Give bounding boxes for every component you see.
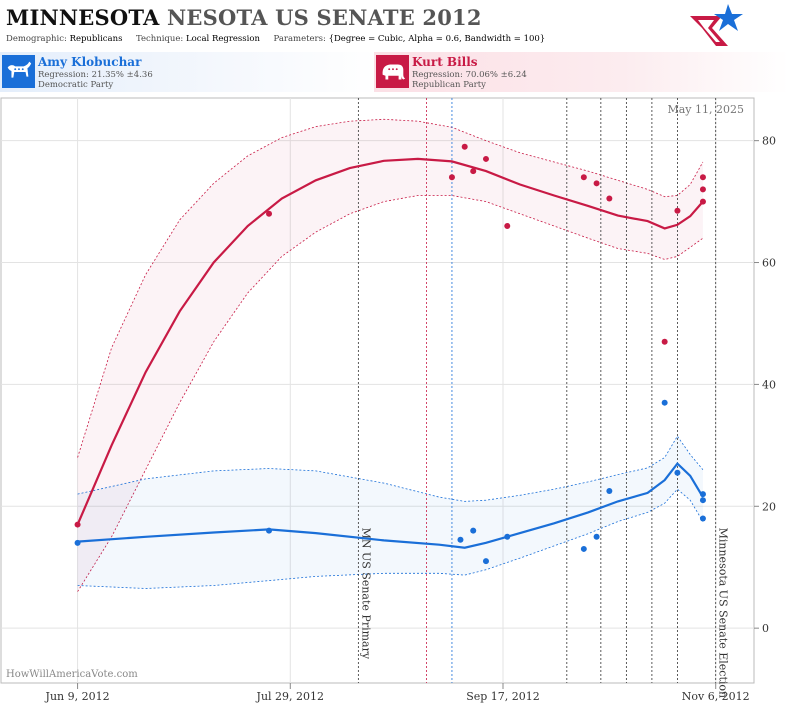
band-upper-line xyxy=(77,435,704,502)
parameters-label: Parameters: xyxy=(273,34,326,44)
poll-point xyxy=(674,207,681,214)
watermark: HowWillAmericaVote.com xyxy=(6,669,138,680)
site-logo[interactable] xyxy=(688,2,750,50)
elephant-icon xyxy=(376,55,409,88)
title-state: MINNESOTA xyxy=(6,5,160,30)
date-label: May 11, 2025 xyxy=(667,103,744,116)
y-tick-label: 80 xyxy=(762,135,776,148)
technique-label: Technique: xyxy=(135,34,184,44)
x-tick-label: Sep 17, 2012 xyxy=(466,690,540,703)
y-tick-label: 20 xyxy=(762,500,776,513)
poll-point xyxy=(699,491,706,498)
candidate-party: Republican Party xyxy=(412,80,486,90)
page-title: MINNESOTA NESOTA US SENATE 2012 xyxy=(6,5,482,30)
poll-point xyxy=(606,195,613,202)
poll-point xyxy=(661,338,668,345)
poll-point xyxy=(661,399,668,406)
donkey-icon xyxy=(2,55,35,88)
plot-frame xyxy=(0,97,755,684)
event-label: MN US Senate Primary xyxy=(359,528,372,660)
candidate-regression: Regression: 70.06% ±6.24 xyxy=(412,70,527,80)
x-tick-label: Nov 6, 2012 xyxy=(682,690,750,703)
poll-point xyxy=(580,545,587,552)
candidate-card-democrat: Amy Klobuchar Regression: 21.35% ±4.36 D… xyxy=(0,52,380,92)
y-tick-label: 60 xyxy=(762,257,776,270)
poll-point xyxy=(504,222,511,229)
candidate-name: Amy Klobuchar xyxy=(38,55,142,69)
poll-point xyxy=(699,186,706,193)
poll-point xyxy=(580,174,587,181)
poll-point xyxy=(470,168,477,175)
candidate-regression: Regression: 21.35% ±4.36 xyxy=(38,70,153,80)
poll-point xyxy=(699,198,706,205)
poll-point xyxy=(606,488,613,495)
confidence-band xyxy=(77,436,703,589)
poll-point xyxy=(448,174,455,181)
confidence-band xyxy=(77,119,703,592)
demographic-value: Republicans xyxy=(69,34,123,44)
technique-value: Local Regression xyxy=(185,34,260,44)
header: MINNESOTA NESOTA US SENATE 2012 Demograp… xyxy=(0,0,789,50)
poll-point xyxy=(593,180,600,187)
poll-point xyxy=(74,521,81,528)
x-tick-label: Jul 29, 2012 xyxy=(256,690,325,703)
y-tick-label: 0 xyxy=(762,622,769,635)
poll-point xyxy=(74,539,81,546)
poll-point xyxy=(266,527,273,534)
poll-point xyxy=(482,155,489,162)
trend-line xyxy=(77,461,704,549)
x-tick-label: Jun 9, 2012 xyxy=(45,690,110,703)
poll-point xyxy=(593,533,600,540)
parameters-value: {Degree = Cubic, Alpha = 0.6, Bandwidth … xyxy=(328,34,546,44)
band-lower-line xyxy=(77,195,704,592)
chart-parameters: Demographic: Republicans Technique: Loca… xyxy=(6,34,545,44)
poll-chart: 0 20 40 60 80 Jun 9, 2012 Jul 29, 2012 Sep 17, … xyxy=(0,97,776,703)
poll-point xyxy=(482,558,489,565)
poll-point xyxy=(699,497,706,504)
poll-point xyxy=(266,210,273,217)
candidate-name: Kurt Bills xyxy=(412,55,478,69)
poll-point xyxy=(504,533,511,540)
poll-point xyxy=(461,143,468,150)
trend-line xyxy=(76,157,704,526)
poll-point xyxy=(699,515,706,522)
poll-point xyxy=(674,469,681,476)
demographic-label: Demographic: xyxy=(6,34,67,44)
band-upper-line xyxy=(77,118,704,458)
event-label: Minnesota US Senate Election xyxy=(717,528,730,698)
poll-point xyxy=(470,527,477,534)
poll-point xyxy=(457,536,464,543)
poll-point xyxy=(699,174,706,181)
title-race: NESOTA US SENATE 2012 xyxy=(167,5,482,30)
y-tick-label: 40 xyxy=(762,378,776,391)
candidate-party: Democratic Party xyxy=(38,80,114,90)
candidate-card-republican: Kurt Bills Regression: 70.06% ±6.24 Repu… xyxy=(374,52,789,92)
